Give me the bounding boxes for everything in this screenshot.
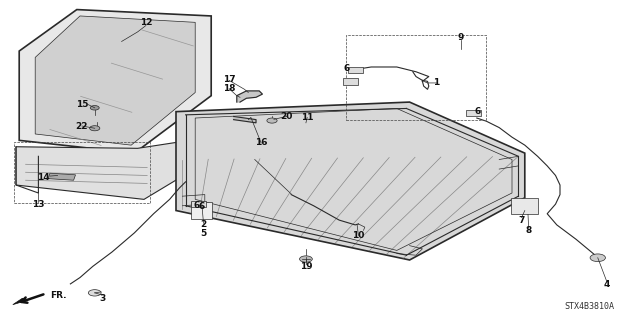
Text: 13: 13 xyxy=(32,200,45,209)
Text: 14: 14 xyxy=(37,173,50,182)
Polygon shape xyxy=(191,202,212,219)
Text: 18: 18 xyxy=(223,84,236,93)
Polygon shape xyxy=(16,136,221,199)
Text: 3: 3 xyxy=(99,294,106,303)
Text: 17: 17 xyxy=(223,75,236,84)
Text: 2: 2 xyxy=(200,220,207,229)
Polygon shape xyxy=(511,198,538,214)
Text: 11: 11 xyxy=(301,113,314,122)
Text: 22: 22 xyxy=(76,122,88,130)
Text: 20: 20 xyxy=(280,112,293,121)
Polygon shape xyxy=(466,110,481,116)
Circle shape xyxy=(90,106,99,110)
Text: 6: 6 xyxy=(343,64,349,73)
Text: 6: 6 xyxy=(198,202,205,211)
Polygon shape xyxy=(13,298,27,305)
Circle shape xyxy=(590,254,605,262)
Text: 15: 15 xyxy=(76,100,88,109)
Text: 8: 8 xyxy=(525,226,532,235)
Polygon shape xyxy=(343,78,358,85)
Text: 19: 19 xyxy=(300,262,312,271)
Text: FR.: FR. xyxy=(50,291,67,300)
Text: 16: 16 xyxy=(255,138,268,147)
Circle shape xyxy=(300,256,312,262)
Polygon shape xyxy=(348,67,363,73)
Text: 12: 12 xyxy=(140,18,152,27)
Polygon shape xyxy=(35,16,195,145)
Circle shape xyxy=(267,118,277,123)
Circle shape xyxy=(88,290,101,296)
Text: STX4B3810A: STX4B3810A xyxy=(564,302,614,311)
Polygon shape xyxy=(48,173,76,180)
Text: 6: 6 xyxy=(193,201,200,210)
Text: 9: 9 xyxy=(458,33,464,42)
Text: 4: 4 xyxy=(604,280,610,289)
Circle shape xyxy=(90,126,100,131)
Polygon shape xyxy=(19,10,211,153)
Text: 7: 7 xyxy=(518,216,525,225)
Polygon shape xyxy=(191,201,206,207)
Polygon shape xyxy=(237,91,262,102)
Text: 10: 10 xyxy=(352,231,365,240)
Text: 1: 1 xyxy=(433,78,440,87)
Polygon shape xyxy=(234,116,256,123)
Text: 5: 5 xyxy=(200,229,207,238)
Polygon shape xyxy=(176,102,525,260)
Text: 6: 6 xyxy=(475,107,481,116)
